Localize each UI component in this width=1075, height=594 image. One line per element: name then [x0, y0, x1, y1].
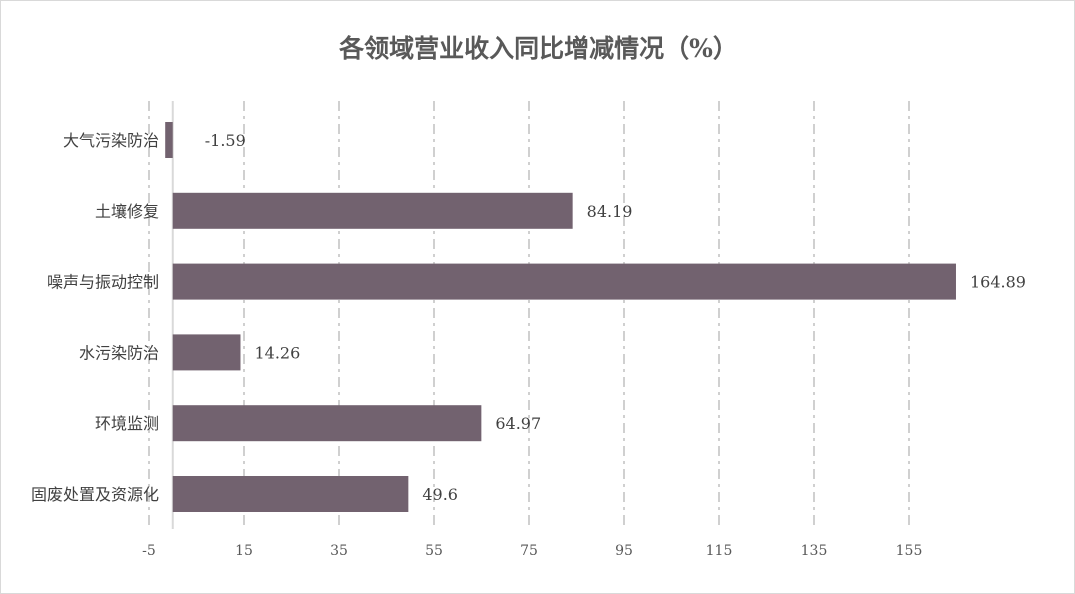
- category-label: 土壤修复: [95, 202, 159, 221]
- x-tick-label: 35: [330, 543, 348, 559]
- x-tick-label: 55: [425, 543, 443, 559]
- category-label: 环境监测: [95, 414, 159, 433]
- bar: [165, 122, 173, 158]
- x-tick-label: 115: [706, 543, 733, 559]
- bar: [172, 263, 956, 300]
- bar: [172, 405, 482, 442]
- data-label: -1.59: [205, 131, 246, 150]
- category-label: 噪声与振动控制: [47, 273, 159, 292]
- x-tick-label: 75: [520, 543, 538, 559]
- bar: [172, 192, 573, 229]
- category-label: 水污染防治: [79, 343, 159, 362]
- x-tick-label: 15: [235, 543, 253, 559]
- chart-title: 各领域营业收入同比增减情况（%）: [339, 34, 738, 63]
- data-label: 49.6: [422, 485, 458, 504]
- x-tick-label: 95: [615, 543, 633, 559]
- category-label: 大气污染防治: [63, 131, 159, 150]
- x-tick-label: -5: [142, 543, 156, 559]
- x-tick-label: 155: [896, 543, 923, 559]
- x-tick-label: 135: [801, 543, 828, 559]
- category-label: 固废处置及资源化: [31, 485, 159, 504]
- data-label: 14.26: [254, 343, 300, 362]
- bar: [172, 334, 241, 371]
- data-label: 164.89: [970, 273, 1026, 292]
- data-label: 84.19: [587, 202, 633, 221]
- bar: [172, 476, 409, 512]
- data-label: 64.97: [495, 414, 541, 433]
